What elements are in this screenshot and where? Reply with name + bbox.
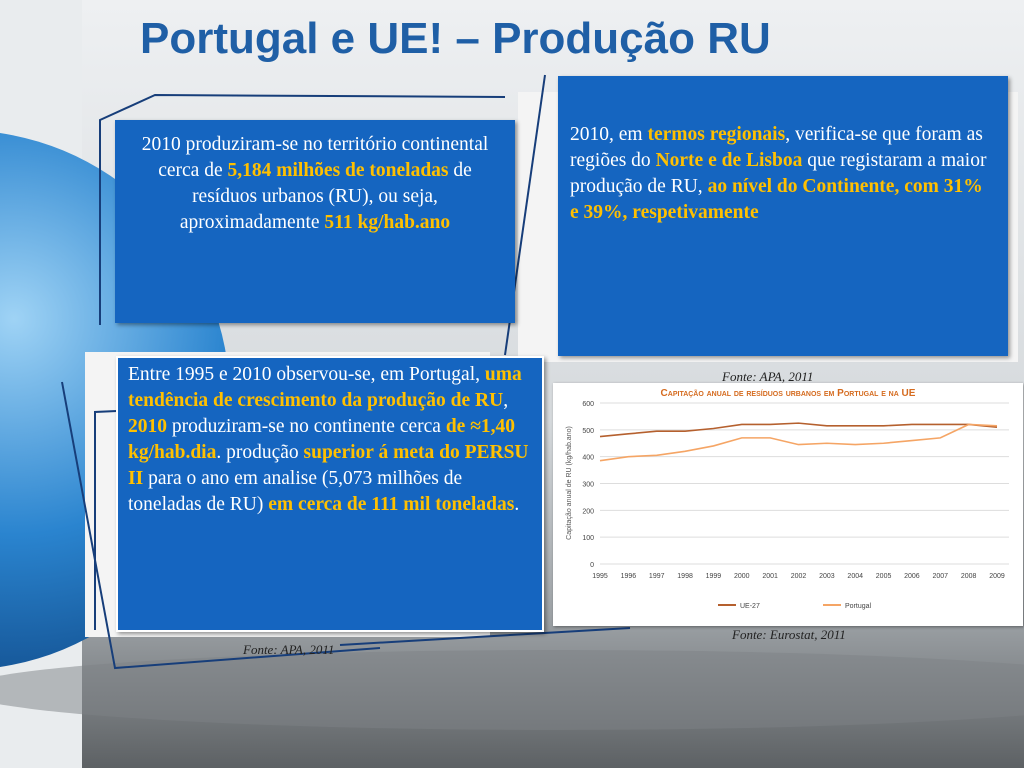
chart: Capitação anual de resíduos urbanos em P… (566, 388, 1009, 610)
x-tick-label: 2000 (734, 573, 750, 580)
text: de resíduos urbanos (RU), ou seja, aprox… (179, 160, 472, 233)
text: 2010, em (570, 124, 648, 145)
y-tick-label: 100 (582, 535, 594, 542)
x-tick-label: 2009 (989, 573, 1005, 580)
text-box: 2010 produziram-se no território contine… (115, 120, 515, 323)
highlight-text: 5,184 milhões de toneladas (227, 160, 449, 181)
text: , (503, 390, 509, 411)
line (599, 422, 998, 438)
shadow (0, 650, 1024, 730)
highlight-text: 511 kg/hab.ano (324, 212, 451, 233)
text: 2010 produziram-se no território contine… (141, 134, 489, 181)
x-tick-label: 2007 (932, 573, 948, 580)
highlight-text: de ≈1,40 kg/hab.dia (128, 416, 516, 463)
y-axis-label: Capitação anual de RU (kg/hab.ano) (566, 426, 573, 540)
highlight-text: ao nível do Continente, com 31% e 39%, r… (570, 176, 983, 223)
highlight-text: 2010 (128, 416, 167, 437)
x-tick-label: 2001 (762, 573, 778, 580)
x-tick-label: 2008 (961, 573, 977, 580)
legend-label: UE-27 (740, 603, 760, 610)
y-tick-label: 300 (582, 482, 594, 489)
x-tick-label: 1998 (677, 573, 693, 580)
y-tick-label: 200 (582, 508, 594, 515)
text-box: 2010, em termos regionais, verifica-se q… (558, 76, 1008, 356)
x-tick-label: 2005 (876, 573, 892, 580)
text: . (514, 494, 520, 515)
x-tick-label: 2004 (847, 573, 863, 580)
text: Entre 1995 e 2010 observou-se, em Portug… (128, 364, 485, 385)
highlight-text: superior á meta do PERSU II (128, 442, 529, 489)
y-tick-label: 500 (582, 428, 594, 435)
y-tick-label: 0 (590, 562, 594, 569)
x-tick-label: 1995 (592, 573, 608, 580)
highlight-text: em cerca de 111 mil toneladas (268, 494, 515, 515)
text: que registaram a maior produção de RU, (570, 150, 987, 197)
text-box: Entre 1995 e 2010 observou-se, em Portug… (116, 356, 544, 632)
highlight-text: Norte e de Lisboa (655, 150, 803, 171)
legend-label: Portugal (845, 603, 872, 610)
x-tick-label: 2003 (819, 573, 835, 580)
text: produziram-se no continente cerca (167, 416, 446, 437)
line (599, 423, 998, 462)
source: Fonte: APA, 2011 (722, 369, 814, 384)
x-tick-label: 1999 (706, 573, 722, 580)
x-tick-label: 1997 (649, 573, 665, 580)
chart-title: Capitação anual de resíduos urbanos em P… (661, 388, 916, 399)
x-tick-label: 2002 (791, 573, 807, 580)
source: Fonte: Eurostat, 2011 (732, 627, 846, 642)
text: . produção (216, 442, 304, 463)
y-tick-label: 400 (582, 455, 594, 462)
text: , verifica-se que foram as regiões do (570, 124, 983, 171)
slide-title: Portugal e UE! – Produção RU (140, 14, 771, 63)
y-tick-label: 600 (582, 401, 594, 408)
source: Fonte: APA, 2011 (243, 642, 335, 657)
x-tick-label: 1996 (621, 573, 637, 580)
highlight-text: uma tendência de crescimento da produção… (128, 364, 522, 411)
x-tick-label: 2006 (904, 573, 920, 580)
text: para o ano em analise (5,073 milhões de … (128, 468, 463, 515)
highlight-text: termos regionais (647, 124, 786, 145)
